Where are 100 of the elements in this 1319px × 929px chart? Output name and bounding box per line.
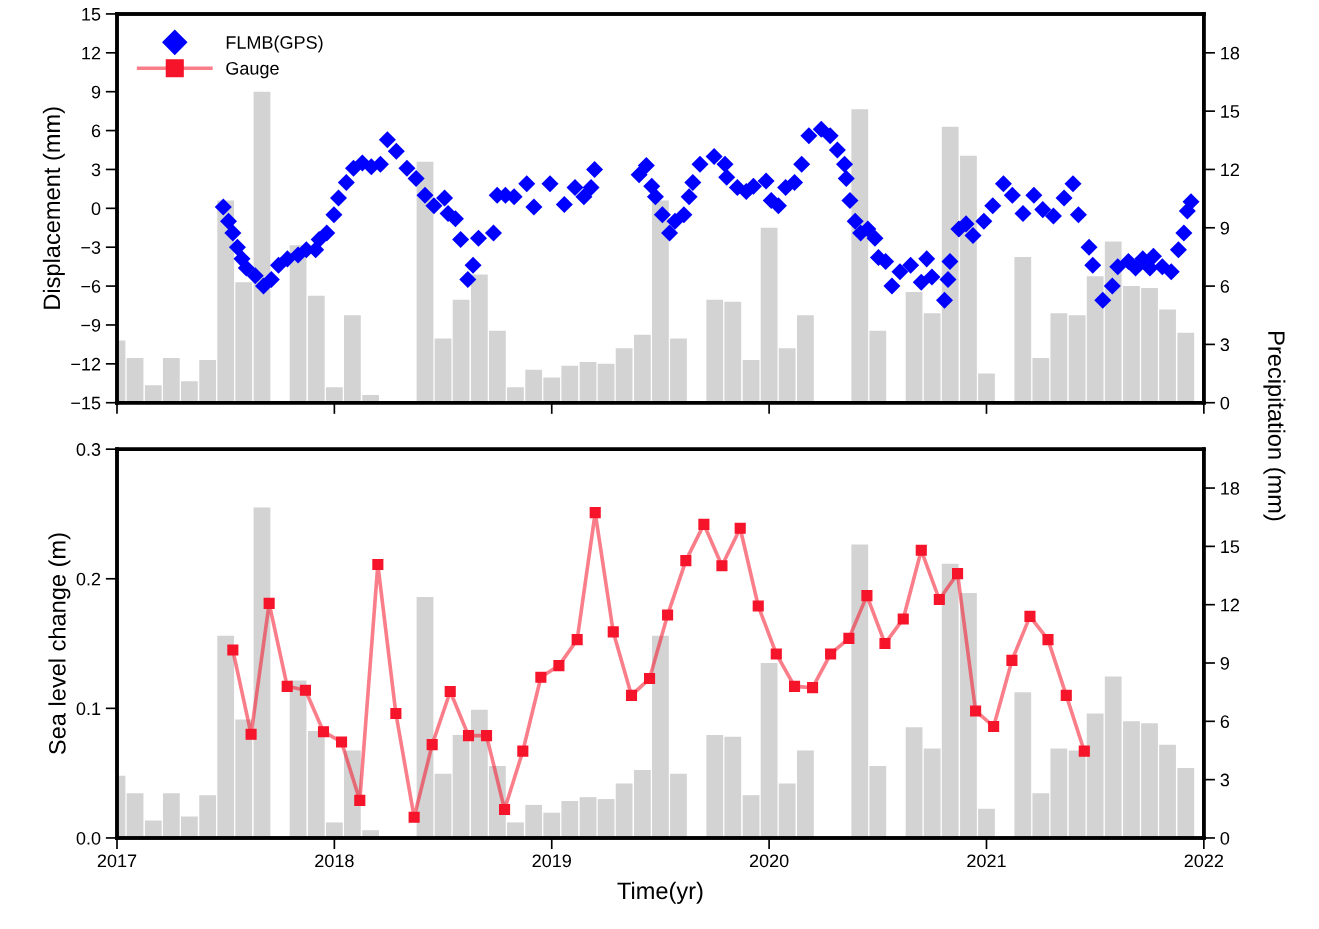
point bbox=[807, 682, 819, 694]
point bbox=[988, 720, 1000, 733]
y2-axis-title: Precipitation (mm) bbox=[1263, 332, 1286, 521]
point bbox=[281, 680, 293, 692]
point bbox=[372, 558, 384, 571]
point bbox=[933, 593, 945, 606]
x-tick-label: 2017 bbox=[97, 854, 137, 868]
y2-tick-label: 6 bbox=[1220, 280, 1230, 293]
y-tick-label: 0.3 bbox=[76, 443, 101, 456]
bar bbox=[289, 245, 307, 403]
y-tick-label: 0 bbox=[91, 202, 101, 216]
bar bbox=[760, 227, 778, 403]
bar bbox=[597, 799, 615, 838]
y-axis-title: Displacement (mm) bbox=[42, 107, 65, 309]
bar bbox=[434, 773, 452, 838]
point bbox=[553, 660, 565, 672]
y-tick-label: 6 bbox=[91, 124, 101, 138]
bar bbox=[289, 680, 307, 838]
y2-tick-label: 9 bbox=[1220, 656, 1230, 670]
x-tick-label: 2022 bbox=[1184, 854, 1224, 868]
point bbox=[589, 507, 601, 519]
point bbox=[879, 638, 891, 650]
point bbox=[734, 522, 746, 534]
y2-tick-label: 6 bbox=[1220, 715, 1230, 729]
point bbox=[625, 689, 638, 701]
legend-label: FLMB(GPS) bbox=[226, 35, 323, 53]
point bbox=[861, 590, 873, 602]
point bbox=[462, 730, 475, 742]
point bbox=[716, 560, 728, 572]
bar bbox=[905, 727, 923, 838]
y-axis-title: Sea level change (m) bbox=[48, 533, 71, 755]
point bbox=[643, 672, 656, 685]
point bbox=[770, 648, 782, 660]
point bbox=[952, 568, 964, 580]
point bbox=[915, 544, 927, 556]
y-tick-label: 0.1 bbox=[76, 702, 101, 716]
bar bbox=[597, 363, 615, 403]
bar bbox=[579, 797, 597, 838]
point bbox=[426, 739, 438, 751]
y2-tick-label: 12 bbox=[1221, 598, 1239, 612]
y-tick-label: 0.0 bbox=[76, 831, 101, 845]
bar bbox=[742, 795, 760, 838]
point bbox=[680, 555, 692, 567]
point bbox=[354, 794, 366, 806]
y2-tick-label: 3 bbox=[1220, 773, 1230, 787]
y-tick-label: −12 bbox=[71, 357, 101, 371]
y-tick-label: 12 bbox=[82, 46, 101, 60]
y2-tick-label: 15 bbox=[1221, 105, 1240, 118]
point bbox=[788, 680, 801, 692]
point bbox=[698, 518, 710, 530]
point bbox=[408, 811, 420, 823]
y2-tick-label: 18 bbox=[1221, 46, 1240, 60]
y-tick-label: 15 bbox=[82, 8, 101, 21]
y2-tick-label: 15 bbox=[1221, 540, 1240, 554]
y2-tick-label: 3 bbox=[1220, 338, 1230, 352]
point bbox=[843, 632, 855, 644]
point bbox=[499, 803, 511, 816]
point bbox=[662, 609, 674, 621]
x-tick-label: 2018 bbox=[315, 854, 354, 868]
point bbox=[227, 644, 239, 656]
point bbox=[897, 613, 909, 625]
x-tick-label: 2020 bbox=[749, 854, 789, 868]
y2-tick-label: 0 bbox=[1220, 396, 1230, 410]
point bbox=[1060, 689, 1072, 701]
point bbox=[535, 671, 547, 683]
point bbox=[607, 626, 619, 638]
y2-tick-label: 0 bbox=[1220, 831, 1230, 845]
point bbox=[1042, 634, 1054, 646]
bar bbox=[434, 338, 452, 403]
bar bbox=[452, 299, 470, 403]
point bbox=[299, 684, 312, 696]
point bbox=[263, 597, 275, 609]
x-tick-label: 2021 bbox=[967, 854, 1006, 868]
point bbox=[335, 736, 348, 748]
point bbox=[752, 600, 764, 612]
y2-tick-label: 18 bbox=[1221, 481, 1240, 495]
bar bbox=[579, 361, 597, 403]
point bbox=[245, 728, 257, 740]
y2-tick-label: 12 bbox=[1221, 163, 1239, 176]
bar bbox=[742, 359, 760, 403]
point bbox=[390, 707, 402, 720]
bar bbox=[452, 734, 470, 838]
point bbox=[517, 745, 529, 757]
y-tick-label: −6 bbox=[81, 280, 101, 293]
bar bbox=[760, 663, 778, 838]
point bbox=[571, 634, 583, 646]
point bbox=[825, 648, 837, 660]
y-tick-label: −3 bbox=[81, 241, 101, 254]
x-tick-label: 2019 bbox=[532, 854, 571, 868]
bar bbox=[416, 596, 434, 838]
point bbox=[1078, 745, 1090, 757]
point bbox=[1006, 654, 1018, 666]
y-tick-label: 0.2 bbox=[76, 572, 101, 586]
point bbox=[970, 705, 982, 717]
point bbox=[1024, 610, 1036, 622]
x-axis-title: Time(yr) bbox=[617, 881, 703, 904]
y-tick-label: −9 bbox=[81, 318, 101, 332]
point bbox=[444, 685, 456, 698]
point bbox=[317, 726, 330, 738]
y-tick-label: 9 bbox=[91, 85, 101, 99]
